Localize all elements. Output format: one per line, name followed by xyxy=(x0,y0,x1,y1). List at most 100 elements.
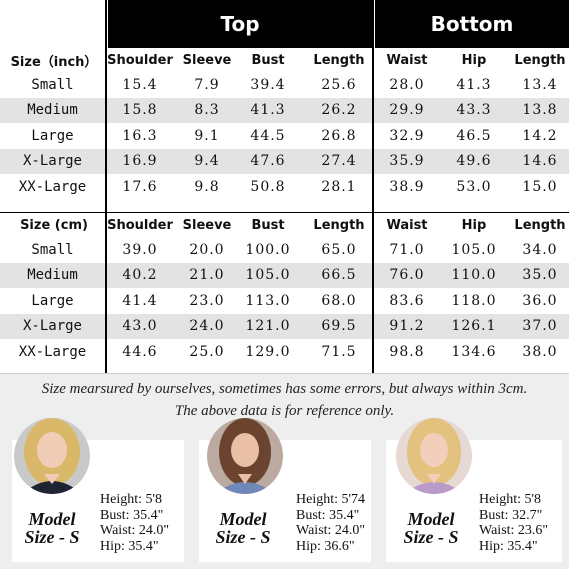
table-cell: 105.0 xyxy=(245,267,291,284)
table-row: Small 15.4 7.9 39.4 25.6 28.0 41.3 13.4 xyxy=(0,72,569,98)
table-cell: 25.0 xyxy=(189,343,225,360)
table-cell: 44.5 xyxy=(250,127,286,144)
model-label-2: Model Size - S xyxy=(215,509,271,547)
note-line-2: The above data is for reference only. xyxy=(174,403,395,419)
table-cell: 14.2 xyxy=(522,127,558,144)
model-hip: Hip: 35.4" xyxy=(100,538,159,554)
model-card-2: Model Size - S Height: 5'74 Bust: 35.4" … xyxy=(199,418,371,562)
column-header: Shoulder xyxy=(107,52,173,68)
table-cell: 83.6 xyxy=(389,292,425,309)
column-header: Length xyxy=(514,52,566,68)
table-cell: 7.9 xyxy=(194,76,220,93)
table-cell: 28.0 xyxy=(389,76,425,93)
size-name: XX-Large xyxy=(18,178,87,195)
table-cell: 37.0 xyxy=(522,318,558,335)
table-cell: 134.6 xyxy=(451,343,497,360)
table-cell: 39.0 xyxy=(122,241,158,258)
table-cell: 27.4 xyxy=(321,153,357,170)
table-cell: 41.4 xyxy=(122,292,158,309)
column-header: Hip xyxy=(461,217,487,233)
table-cell: 14.6 xyxy=(522,153,558,170)
table-cell: 41.3 xyxy=(250,102,286,119)
size-name: X-Large xyxy=(22,153,82,170)
model-photo-3 xyxy=(396,418,472,494)
table-cell: 47.6 xyxy=(250,153,286,170)
table-cell: 49.6 xyxy=(456,153,492,170)
table-cell: 69.5 xyxy=(321,318,357,335)
table-cell: 38.0 xyxy=(522,343,558,360)
table-cell: 17.6 xyxy=(122,178,158,195)
column-header: Length xyxy=(313,52,365,68)
table-cell: 28.1 xyxy=(321,178,357,195)
model-card-1: Model Size - S Height: 5'8 Bust: 35.4" W… xyxy=(12,418,184,562)
table-cell: 121.0 xyxy=(245,318,291,335)
size-name: Small xyxy=(31,76,74,93)
table-cell: 71.0 xyxy=(389,241,425,258)
column-header: Bust xyxy=(251,217,285,233)
table-cell: 98.8 xyxy=(389,343,425,360)
table-cell: 65.0 xyxy=(321,241,357,258)
model-waist: Waist: 24.0" xyxy=(296,523,366,538)
size-name: XX-Large xyxy=(18,343,87,360)
table-row: X-Large 43.0 24.0 121.0 69.5 91.2 126.1 37.0 xyxy=(0,313,569,339)
table-cell: 68.0 xyxy=(321,292,357,309)
table-row: XX-Large 17.6 9.8 50.8 28.1 38.9 53.0 15.0 xyxy=(0,174,569,200)
table-cell: 118.0 xyxy=(451,292,497,309)
table-row: XX-Large 44.6 25.0 129.0 71.5 98.8 134.6 38.0 xyxy=(0,339,569,365)
table-cell: 9.4 xyxy=(194,153,220,170)
column-header: Length xyxy=(514,217,566,233)
table-cell: 24.0 xyxy=(189,318,225,335)
table-cell: 100.0 xyxy=(245,241,291,258)
model-stats-1: Height: 5'8 Bust: 35.4" Waist: 24.0" Hip… xyxy=(100,492,169,554)
model-hip: Hip: 36.6" xyxy=(296,538,355,554)
header-top: Top xyxy=(108,0,372,48)
model-stats-3: Height: 5'8 Bust: 32.7" Waist: 23.6" Hip… xyxy=(479,492,548,554)
table-row: Large 41.4 23.0 113.0 68.0 83.6 118.0 36.0 xyxy=(0,288,569,314)
table-cell: 8.3 xyxy=(194,102,220,119)
size-name: Small xyxy=(31,241,74,258)
column-header: Bust xyxy=(251,52,285,68)
model-label-3: Model Size - S xyxy=(403,509,459,547)
column-header: Hip xyxy=(461,52,487,68)
size-name: Medium xyxy=(27,267,78,284)
table-cell: 105.0 xyxy=(451,241,497,258)
column-divider-right xyxy=(372,0,374,373)
table-cell: 25.6 xyxy=(321,76,357,93)
table-row: Medium 40.2 21.0 105.0 66.5 76.0 110.0 35.0 xyxy=(0,262,569,288)
model-stats-2: Height: 5'74 Bust: 35.4" Waist: 24.0" Hi… xyxy=(296,492,365,554)
table-cell: 15.0 xyxy=(522,178,558,195)
table-cell: 15.8 xyxy=(122,102,158,119)
table-cell: 39.4 xyxy=(250,76,286,93)
model-card-3: Model Size - S Height: 5'8 Bust: 32.7" W… xyxy=(386,418,562,562)
model-photo-1 xyxy=(14,418,90,494)
table-cell: 44.6 xyxy=(122,343,158,360)
table-cell: 46.5 xyxy=(456,127,492,144)
column-header: Waist xyxy=(386,217,428,233)
table-cell: 13.8 xyxy=(522,102,558,119)
size-name: X-Large xyxy=(22,318,82,335)
table-cell: 113.0 xyxy=(245,292,291,309)
table-cell: 129.0 xyxy=(245,343,291,360)
table-cell: 50.8 xyxy=(250,178,286,195)
column-divider-left xyxy=(105,0,107,373)
column-header: Shoulder xyxy=(107,217,173,233)
table-cell: 76.0 xyxy=(389,267,425,284)
table-cell: 35.0 xyxy=(522,267,558,284)
column-header: Length xyxy=(313,217,365,233)
table-cell: 91.2 xyxy=(389,318,425,335)
table-bottom-border xyxy=(0,373,569,374)
table-cell: 29.9 xyxy=(389,102,425,119)
model-bust: Bust: 35.4" xyxy=(100,507,164,523)
table-cell: 110.0 xyxy=(451,267,497,284)
table-header-row: Size（inch） Shoulder Sleeve Bust Length Waist H… xyxy=(0,48,569,72)
table-cell: 20.0 xyxy=(189,241,225,258)
table-cell: 16.3 xyxy=(122,127,158,144)
column-header: Sleeve xyxy=(182,217,232,233)
table-cell: 41.3 xyxy=(456,76,492,93)
model-waist: Waist: 23.6" xyxy=(479,523,549,538)
table-cell: 9.1 xyxy=(194,127,220,144)
model-photo-2 xyxy=(207,418,283,494)
table-cell: 35.9 xyxy=(389,153,425,170)
model-bust: Bust: 32.7" xyxy=(479,507,543,523)
table-cell: 16.9 xyxy=(122,153,158,170)
